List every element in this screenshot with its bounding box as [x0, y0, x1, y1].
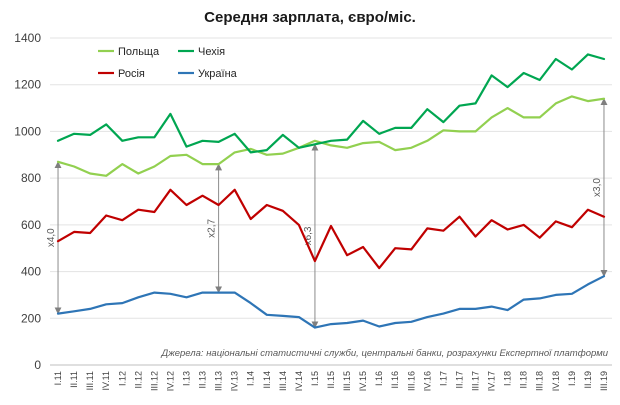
y-tick-label: 600 — [21, 218, 41, 232]
x-tick-label: II.18 — [519, 371, 529, 389]
ratio-label: x6,3 — [303, 226, 314, 245]
x-tick-label: II.12 — [133, 371, 143, 389]
x-tick-label: IV.18 — [551, 371, 561, 391]
x-tick-label: I.12 — [117, 371, 127, 386]
x-tick-label: I.11 — [53, 371, 63, 385]
source-note: Джерела: національні статистичні служби,… — [161, 348, 609, 359]
ratio-label: x4,0 — [46, 228, 57, 247]
x-tick-label: II.17 — [454, 371, 464, 389]
legend-label: Польща — [118, 46, 160, 58]
series-lines — [56, 53, 606, 329]
x-tick-label: IV.17 — [487, 371, 497, 391]
x-tick-label: III.14 — [278, 371, 288, 391]
x-tick-label: I.17 — [438, 371, 448, 386]
y-tick-label: 1400 — [14, 31, 41, 45]
x-tick-label: IV.15 — [358, 371, 368, 391]
x-tick-label: III.13 — [214, 371, 224, 391]
y-tick-label: 1200 — [14, 78, 41, 92]
x-tick-label: I.16 — [374, 371, 384, 386]
x-tick-label: I.18 — [503, 371, 513, 386]
x-tick-label: I.15 — [310, 371, 320, 386]
x-tick-label: III.16 — [406, 371, 416, 391]
ratio-label: x2,7 — [207, 218, 218, 237]
y-tick-label: 800 — [21, 171, 41, 185]
x-tick-label: II.14 — [262, 371, 272, 389]
x-tick-label: II.13 — [198, 371, 208, 389]
x-tick-label: IV.14 — [294, 371, 304, 391]
x-tick-label: III.11 — [85, 371, 95, 390]
y-tick-label: 200 — [21, 311, 41, 325]
legend-label: Росія — [118, 68, 145, 80]
legend-label: Україна — [198, 68, 238, 80]
chart-title: Середня зарплата, євро/міс. — [204, 9, 416, 26]
y-tick-label: 400 — [21, 265, 41, 279]
legend: Польща Чехія Росія Україна — [98, 46, 238, 80]
x-tick-label: III.17 — [471, 371, 481, 391]
x-tick-label: III.12 — [149, 371, 159, 391]
x-tick-label: II.19 — [583, 371, 593, 389]
series-line — [56, 95, 606, 177]
y-tick-label: 0 — [34, 358, 41, 372]
ratio-label: x3,0 — [592, 178, 603, 197]
ratio-annotations: x4,0 x2,7 x6,3 x3,0 — [46, 98, 608, 329]
x-tick-label: II.11 — [69, 371, 79, 388]
x-tick-label: IV.12 — [165, 371, 175, 391]
gridlines — [50, 37, 612, 366]
y-tick-label: 1000 — [14, 124, 41, 138]
x-axis: I.11 II.11 III.11 IV.11 I.12 II.12 III.12 IV.12… — [53, 371, 609, 391]
x-tick-label: IV.16 — [422, 371, 432, 391]
x-tick-label: III.18 — [535, 371, 545, 391]
legend-label: Чехія — [198, 46, 225, 58]
series-line — [56, 53, 606, 154]
x-tick-label: II.15 — [326, 371, 336, 389]
x-tick-label: III.15 — [342, 371, 352, 391]
x-tick-label: I.14 — [246, 371, 256, 386]
x-tick-label: II.16 — [390, 371, 400, 389]
x-tick-label: IV.13 — [230, 371, 240, 391]
x-tick-label: IV.11 — [101, 371, 111, 391]
series-line — [56, 275, 606, 329]
y-axis: 0 200 400 600 800 1000 1200 1400 — [14, 31, 41, 372]
x-tick-label: III.19 — [599, 371, 609, 391]
x-tick-label: I.13 — [181, 371, 191, 386]
x-tick-label: I.19 — [567, 371, 577, 386]
series-line — [56, 188, 606, 270]
